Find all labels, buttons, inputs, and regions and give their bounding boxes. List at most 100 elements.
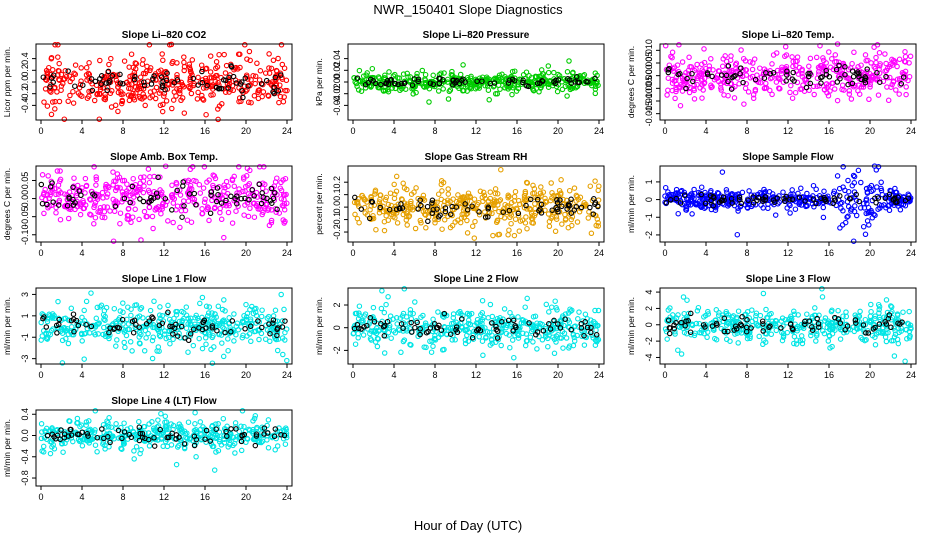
reference-point <box>573 73 580 80</box>
data-point <box>850 238 857 244</box>
reference-point <box>555 77 562 83</box>
data-point <box>768 331 775 338</box>
y-tick-label: -1 <box>644 213 654 221</box>
data-point <box>532 201 538 207</box>
data-point <box>380 203 386 210</box>
data-point <box>125 206 132 212</box>
x-tick-label: 12 <box>783 126 793 136</box>
data-point <box>889 81 895 88</box>
reference-point <box>430 81 437 88</box>
data-point <box>128 312 134 319</box>
data-point <box>691 87 697 94</box>
data-point <box>675 347 681 353</box>
data-point <box>140 70 147 77</box>
data-point <box>77 92 83 98</box>
data-point <box>906 308 912 315</box>
data-point <box>273 67 280 74</box>
reference-point <box>239 88 245 94</box>
data-point <box>215 106 221 112</box>
data-point <box>592 90 599 97</box>
data-point <box>57 216 64 223</box>
data-point <box>242 42 248 48</box>
data-point <box>142 70 149 77</box>
data-point <box>896 91 902 97</box>
data-point <box>701 80 707 87</box>
data-point <box>110 238 117 244</box>
data-point <box>722 77 729 84</box>
data-point <box>157 304 163 310</box>
reference-point <box>520 77 526 83</box>
data-point <box>733 60 740 67</box>
reference-point <box>784 68 790 75</box>
reference-point <box>401 80 407 87</box>
data-point <box>41 99 47 105</box>
data-point <box>391 181 397 188</box>
reference-point <box>92 78 99 85</box>
data-point <box>875 92 882 98</box>
reference-point <box>98 73 105 79</box>
data-point <box>65 215 72 222</box>
data-point <box>360 73 367 79</box>
reference-point <box>89 87 96 94</box>
reference-point <box>354 75 361 81</box>
reference-point <box>415 78 421 85</box>
reference-point <box>240 94 246 101</box>
data-point <box>469 223 476 230</box>
data-point <box>277 93 284 100</box>
data-point <box>379 288 385 294</box>
data-point <box>42 86 49 92</box>
data-point <box>260 180 266 186</box>
data-point <box>174 72 180 78</box>
data-point <box>93 182 99 188</box>
y-axis-label: percent per min. <box>314 173 324 234</box>
data-point <box>864 68 870 75</box>
data-point <box>479 297 486 304</box>
data-point <box>840 164 846 170</box>
reference-point <box>385 81 392 88</box>
data-point <box>883 338 890 345</box>
data-point <box>576 73 583 79</box>
data-point <box>695 73 701 80</box>
x-tick-label: 12 <box>471 370 481 380</box>
data-point <box>280 98 287 105</box>
data-point <box>108 104 115 110</box>
data-point <box>509 337 516 343</box>
data-point <box>515 314 521 320</box>
data-point <box>241 212 247 218</box>
data-point <box>511 193 518 200</box>
data-point <box>56 60 62 67</box>
reference-point <box>103 80 109 86</box>
y-tick-label: 0.02 <box>332 62 342 80</box>
data-point <box>70 88 76 95</box>
x-tick-label: 16 <box>512 126 522 136</box>
reference-point <box>105 68 112 75</box>
data-point <box>530 339 536 345</box>
y-tick-label: 0 <box>644 197 654 202</box>
data-point <box>866 96 872 103</box>
data-point <box>807 55 814 62</box>
data-point <box>221 234 227 241</box>
data-point <box>699 95 705 101</box>
data-point <box>121 58 128 64</box>
reference-point <box>509 76 516 83</box>
data-point <box>882 51 888 57</box>
data-point <box>665 87 671 94</box>
reference-point <box>709 73 715 80</box>
data-point <box>144 213 150 220</box>
data-point <box>878 179 884 186</box>
data-point <box>136 186 142 193</box>
data-point <box>268 219 275 226</box>
data-point <box>868 301 874 308</box>
data-point <box>223 62 230 69</box>
data-point <box>826 49 832 55</box>
data-point <box>849 60 855 67</box>
y-tick-label: 0.00 <box>332 73 342 91</box>
data-point <box>426 99 432 105</box>
reference-point <box>725 78 731 85</box>
data-point <box>769 61 775 67</box>
data-point <box>595 187 601 194</box>
data-point <box>225 347 231 354</box>
data-point <box>691 96 698 102</box>
reference-point <box>684 75 690 82</box>
